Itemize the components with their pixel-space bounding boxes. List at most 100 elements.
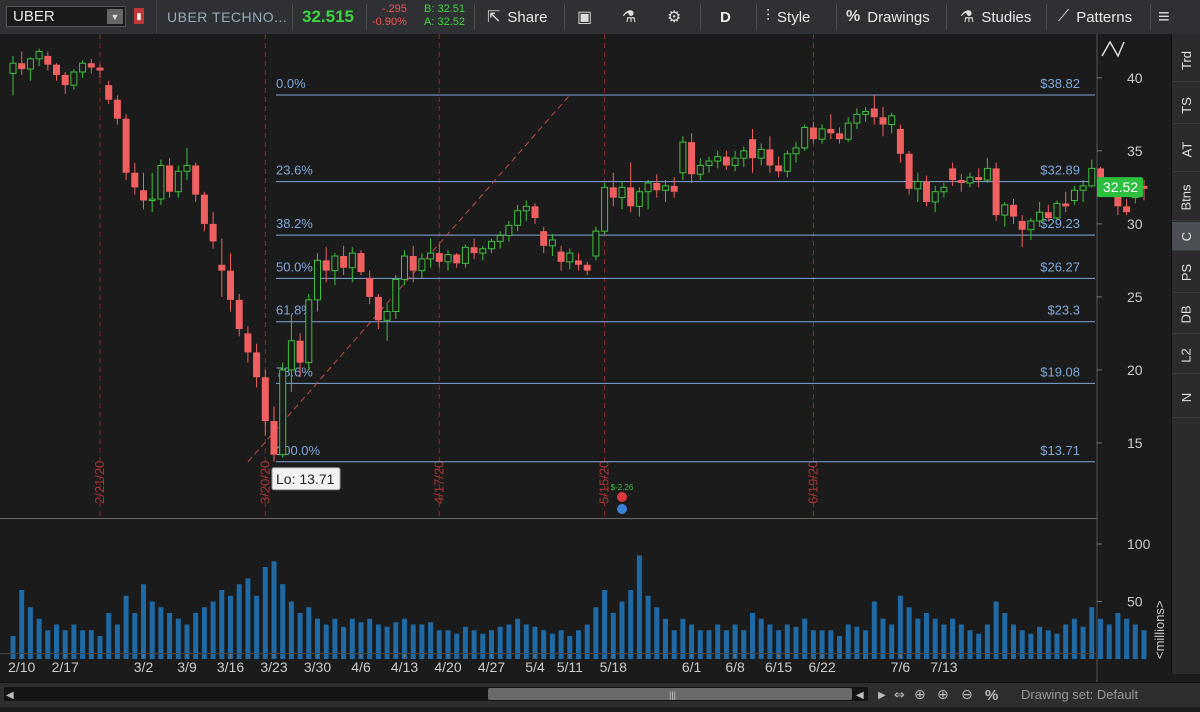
time-tick-label: 4/6 bbox=[351, 659, 371, 675]
gear-icon: ⚙ bbox=[667, 9, 682, 26]
candle-body bbox=[366, 277, 374, 297]
zoom-in-icon[interactable]: ⊕ bbox=[937, 687, 949, 703]
percent-icon[interactable]: % bbox=[985, 687, 998, 704]
side-tab-btns[interactable]: Btns bbox=[1172, 174, 1200, 221]
volume-bar bbox=[976, 633, 982, 659]
volume-bar bbox=[993, 601, 999, 659]
side-tab-db[interactable]: DB bbox=[1172, 296, 1200, 334]
fib-level-label: 23.6% bbox=[276, 163, 313, 178]
divider bbox=[946, 4, 947, 30]
menu-icon: ≡ bbox=[1158, 5, 1170, 28]
volume-bar bbox=[750, 613, 755, 659]
volume-bar bbox=[584, 624, 590, 659]
period-selector[interactable]: D bbox=[720, 0, 731, 34]
volume-bar bbox=[1141, 630, 1147, 659]
candle-body bbox=[844, 122, 852, 140]
time-tick-label: 2/10 bbox=[8, 659, 35, 675]
fib-level-value: $23.3 bbox=[1047, 303, 1080, 318]
volume-bar bbox=[863, 630, 869, 659]
candle-body bbox=[1140, 185, 1148, 189]
settings-button[interactable]: ⚙ bbox=[667, 0, 688, 34]
drawing-tool-icon bbox=[1101, 40, 1125, 58]
side-tab-at[interactable]: AT bbox=[1172, 127, 1200, 172]
divider bbox=[366, 4, 367, 30]
volume-bar bbox=[297, 613, 303, 659]
side-tab-trd[interactable]: Trd bbox=[1172, 39, 1200, 82]
candle-body bbox=[1053, 202, 1061, 219]
volume-bar bbox=[663, 618, 668, 659]
date-marker-label: 6/19/20 bbox=[805, 461, 820, 504]
symbol-flag-icon[interactable]: ▮ bbox=[134, 8, 144, 24]
last-price-badge bbox=[1097, 177, 1143, 198]
candles-icon: ⫶ bbox=[766, 8, 771, 25]
volume-bar bbox=[36, 618, 42, 659]
grip-icon: ||| bbox=[669, 690, 676, 700]
candle-body bbox=[1079, 185, 1087, 191]
volume-bar bbox=[10, 636, 16, 659]
volume-bar bbox=[1019, 630, 1025, 659]
candle-body bbox=[653, 182, 661, 191]
volume-bar bbox=[358, 622, 364, 659]
candle-body bbox=[914, 181, 922, 190]
price-tick-label: 25 bbox=[1127, 289, 1143, 305]
low-callout-box bbox=[271, 467, 341, 491]
menu-button[interactable]: ≡ bbox=[1158, 0, 1177, 34]
volume-bar bbox=[80, 630, 86, 659]
candle-body bbox=[644, 182, 652, 193]
candle-body bbox=[261, 377, 269, 422]
volume-bar bbox=[410, 624, 416, 659]
candle-body bbox=[740, 150, 748, 159]
candle-body bbox=[853, 113, 861, 124]
side-tab-ps[interactable]: PS bbox=[1172, 252, 1200, 293]
crosshair-icon[interactable]: ⊕ bbox=[914, 687, 926, 703]
candle-body bbox=[227, 270, 234, 300]
volume-bar bbox=[497, 626, 503, 659]
scroll-left-icon[interactable]: ◀ bbox=[856, 690, 864, 701]
fib-level-value: $13.71 bbox=[1040, 443, 1080, 458]
volume-bar bbox=[271, 561, 277, 659]
fib-level-value: $29.23 bbox=[1040, 216, 1080, 231]
side-tab-n[interactable]: N bbox=[1172, 377, 1200, 418]
candle-body bbox=[314, 259, 321, 301]
candle-body bbox=[818, 128, 826, 140]
volume-bar bbox=[445, 630, 451, 659]
chevron-down-icon[interactable]: ▼ bbox=[107, 9, 123, 24]
volume-bar bbox=[819, 630, 825, 659]
scroll-left-icon[interactable]: ◀ bbox=[6, 690, 14, 701]
volume-bar bbox=[776, 630, 782, 659]
side-tab-l2[interactable]: L2 bbox=[1172, 337, 1200, 374]
trendline[interactable] bbox=[247, 94, 571, 463]
percent-icon: % bbox=[846, 8, 861, 25]
side-tab-c[interactable]: C bbox=[1172, 222, 1200, 251]
symbol-input[interactable]: UBER ▼ bbox=[6, 6, 126, 27]
fib-level-value: $26.27 bbox=[1040, 259, 1080, 274]
volume-bar bbox=[436, 630, 442, 659]
side-tab-label: TS bbox=[1179, 96, 1194, 114]
zoom-out-icon[interactable]: ⊖ bbox=[961, 687, 973, 703]
price-chart[interactable]: 2/21/20 3/20/20 4/17/20 5/15/20 6/19/20 0.0%… bbox=[0, 34, 1171, 682]
volume-bar bbox=[784, 624, 790, 659]
flask-button[interactable]: ⚗ bbox=[622, 0, 643, 34]
date-marker-label: 3/20/20 bbox=[257, 461, 272, 504]
candle-body bbox=[896, 128, 904, 154]
candle-body bbox=[183, 164, 191, 172]
scroll-thumb[interactable] bbox=[488, 688, 852, 700]
studies-button[interactable]: ⚗ Studies bbox=[960, 0, 1031, 34]
bid-value: B: 32.51 bbox=[424, 3, 465, 15]
volume-bar bbox=[958, 624, 964, 659]
share-button[interactable]: ⇱ Share bbox=[487, 0, 547, 34]
time-tick-label: 5/11 bbox=[557, 659, 583, 675]
drawings-button[interactable]: % Drawings bbox=[846, 0, 930, 34]
drawing-set-label[interactable]: Drawing set: Default bbox=[1021, 687, 1138, 702]
candle-body bbox=[401, 255, 408, 280]
alert-button[interactable]: ▣ bbox=[577, 0, 599, 34]
candle-body bbox=[888, 115, 896, 126]
candle-body bbox=[200, 194, 208, 224]
style-button[interactable]: ⫶ Style bbox=[766, 0, 810, 34]
candle-body bbox=[479, 248, 487, 254]
candle-body bbox=[1001, 204, 1009, 216]
side-tab-ts[interactable]: TS bbox=[1172, 87, 1200, 124]
scroll-right-icon[interactable]: ▶ bbox=[878, 690, 886, 701]
expand-icon[interactable]: ⇔ bbox=[894, 688, 905, 703]
patterns-button[interactable]: ⟋ Patterns bbox=[1058, 0, 1132, 34]
